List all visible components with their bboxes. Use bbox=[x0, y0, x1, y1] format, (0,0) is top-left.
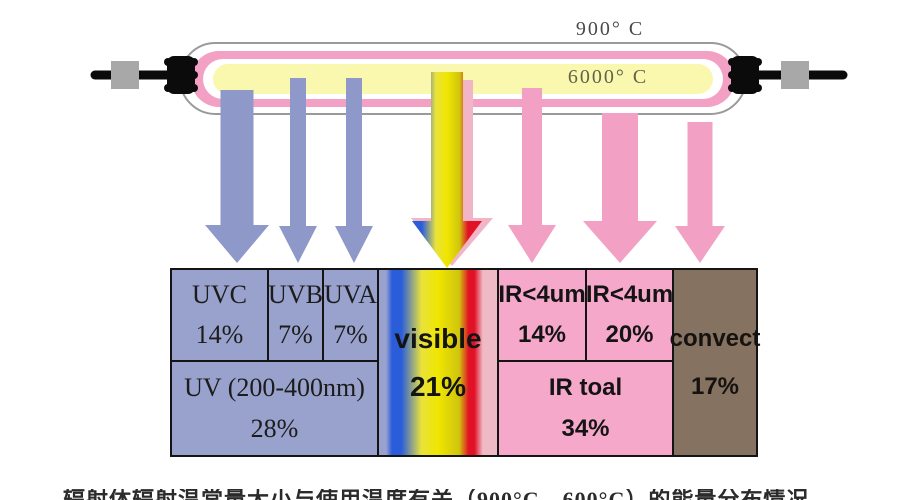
uva-value: 7% bbox=[333, 320, 368, 349]
uvb-cell: UVB 7% bbox=[267, 268, 324, 362]
ir-short-value: 14% bbox=[517, 320, 567, 348]
left-seal bbox=[164, 56, 198, 94]
visible-value: 21% bbox=[409, 370, 467, 402]
uv-total-value: 28% bbox=[250, 414, 299, 443]
right-seal bbox=[728, 56, 762, 94]
ir-total-value: 34% bbox=[561, 414, 610, 442]
uv-total-label: UV (200-400nm) bbox=[184, 373, 365, 402]
convection-cell: convect 17% bbox=[669, 268, 761, 457]
ir-short-cell: IR<4um 14% bbox=[497, 268, 587, 362]
uvc-arrow bbox=[205, 90, 269, 263]
ir-long-label: IR<4um bbox=[585, 281, 674, 309]
caption-text: 辐射体辐射温常量大小与使用温度有关（900°C、600°C）的能量分布情况 bbox=[63, 489, 809, 500]
convection-label: convect bbox=[669, 324, 761, 352]
caption-clipped: 辐射体辐射温常量大小与使用温度有关（900°C、600°C）的能量分布情况 bbox=[63, 489, 900, 500]
ir-short-arrow bbox=[508, 88, 556, 263]
visible-spectrum-arrow bbox=[412, 72, 482, 268]
uvc-cell: UVC 14% bbox=[170, 268, 269, 362]
ir-short-label: IR<4um bbox=[498, 281, 586, 309]
uva-arrow bbox=[335, 78, 373, 263]
ir-total-label: IR toal bbox=[548, 374, 623, 402]
uvb-value: 7% bbox=[278, 320, 313, 349]
convection-arrow bbox=[675, 122, 725, 263]
core-temp-label: 6000° C bbox=[567, 66, 649, 88]
energy-arrows bbox=[205, 72, 725, 268]
uva-label: UVA bbox=[324, 280, 377, 309]
uvb-arrow bbox=[279, 78, 317, 263]
uvc-value: 14% bbox=[195, 320, 244, 349]
envelope-temp-label: 900° C bbox=[575, 18, 645, 40]
left-connector bbox=[111, 61, 139, 89]
convection-value: 17% bbox=[690, 372, 740, 400]
right-connector bbox=[781, 61, 809, 89]
visible-cell: visible 21% bbox=[377, 268, 499, 457]
uvc-label: UVC bbox=[192, 280, 247, 309]
uvb-label: UVB bbox=[268, 280, 323, 309]
uva-cell: UVA 7% bbox=[322, 268, 379, 362]
ir-long-cell: IR<4um 20% bbox=[585, 268, 674, 362]
visible-label: visible bbox=[394, 322, 482, 354]
ir-total-cell: IR toal 34% bbox=[497, 360, 674, 457]
ir-long-value: 20% bbox=[605, 320, 654, 348]
ir-long-arrow bbox=[583, 113, 657, 263]
uv-total-cell: UV (200-400nm) 28% bbox=[170, 360, 379, 457]
